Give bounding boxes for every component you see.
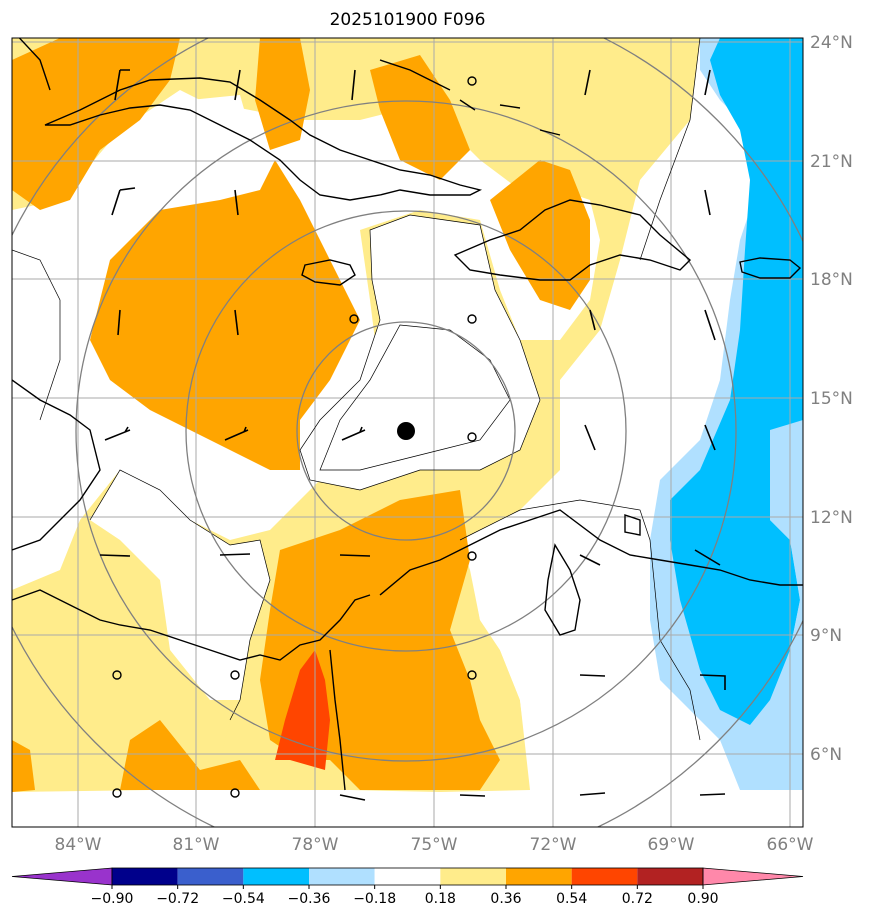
gridlines [12,38,803,827]
lon-label: 81°W [173,835,220,855]
colorbar-extend-min [11,867,113,886]
calm-circles [112,76,477,798]
colorbar-swatch [637,868,703,885]
colorbar-swatch [309,868,375,885]
lon-label: 84°W [55,835,102,855]
lat-label: 24°N [810,33,853,53]
shade-white-west [12,250,60,430]
colorbar-extend-max [702,867,804,886]
lon-label: 75°W [411,835,458,855]
lon-label: 72°W [530,835,577,855]
lon-label: 66°W [767,835,814,855]
shade-orange-north [255,38,310,150]
lat-label: 6°N [810,745,842,765]
shade-white-southwest [90,470,270,700]
colorbar-label: 0.90 [687,891,718,907]
colorbar-label: −0.72 [156,891,199,907]
shade-white-north [190,95,250,140]
colorbar-label: 0.18 [425,891,456,907]
colorbar-label: 0.54 [556,891,587,907]
colorbar-label: −0.90 [91,891,134,907]
colorbar-label: −0.54 [222,891,265,907]
coast-central-america [12,379,101,551]
coast-puerto-rico [739,257,802,279]
shade-orange-northeast [370,55,470,180]
lon-label: 69°W [648,835,695,855]
storm-center-marker [397,422,415,440]
shade-white-south [460,500,700,780]
coastlines [12,38,803,791]
coast-panama-colombia [12,589,371,661]
colorbar-swatch [374,868,441,885]
lat-label: 9°N [810,626,842,646]
shade-light-yellow-west [12,540,230,770]
colorbar-swatch [440,868,506,885]
coast-cuba [44,77,483,201]
colorbar-label: −0.36 [288,891,331,907]
colorbar-label: −0.18 [353,891,396,907]
colorbar-swatch [177,868,244,885]
lat-label: 21°N [810,152,853,172]
lon-label: 78°W [292,835,339,855]
colorbar-swatch [243,868,309,885]
contour-lines [12,38,701,741]
shade-orange-hispaniola [490,160,590,310]
coast-south-america [379,509,803,596]
wind-barbs [99,69,726,801]
lat-label: 15°N [810,389,853,409]
colorbar-swatch [571,868,638,885]
colorbar: −0.90 −0.72 −0.54 −0.36 −0.18 0.18 0.36 0.54 0.7… [11,867,804,907]
coast-lake-maracaibo [544,543,581,636]
coast-hispaniola [453,199,692,281]
shade-orange-southwest [120,720,260,790]
colorbar-label: 0.36 [490,891,521,907]
coast-yucatan [18,38,51,91]
shade-white-bottom-strip [12,792,740,827]
map-panel [12,38,803,827]
colorbar-swatch [112,868,178,885]
colorbar-swatch [506,868,572,885]
coast-trinidad [624,514,641,536]
latitude-labels: 24°N 21°N 18°N 15°N 12°N 9°N 6°N [810,33,853,765]
shade-white-center [300,215,540,490]
colorbar-label: 0.72 [622,891,653,907]
shade-orange-southwest-edge [12,740,35,792]
colorbar-frame [111,867,704,886]
coast-bahamas [379,59,561,136]
longitude-labels: 84°W 81°W 78°W 75°W 72°W 69°W 66°W [55,835,814,855]
shade-cyan-east [670,38,803,725]
shade-light-blue-east-patch [770,420,803,690]
distance-rings [12,38,803,827]
lat-label: 12°N [810,508,853,528]
coast-colombia-west [329,649,346,791]
lat-label: 18°N [810,270,853,290]
map-frame [11,37,804,828]
shade-orange-west-center [90,160,360,470]
map-title: 2025101900 F096 [329,10,486,30]
coast-jamaica [301,259,356,286]
